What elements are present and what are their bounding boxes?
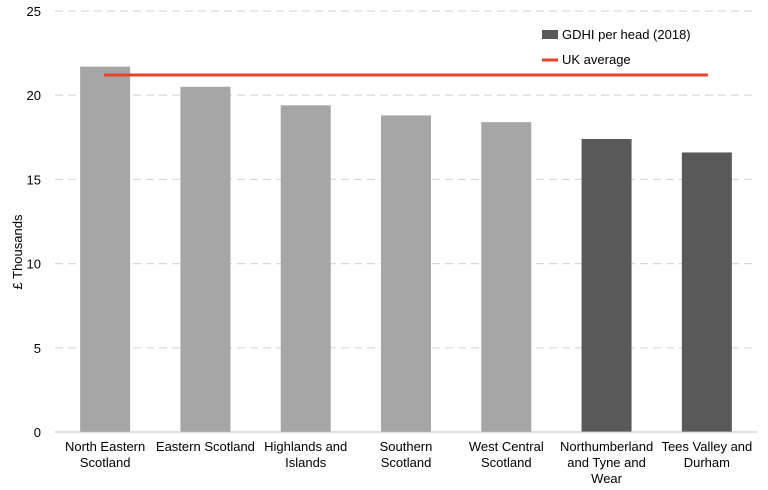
legend-label-uk-average: UK average	[562, 52, 631, 67]
bars	[80, 66, 732, 433]
x-tick-label-line: Southern	[380, 439, 433, 454]
bar	[381, 115, 431, 433]
legend-swatch-gdhi	[542, 30, 558, 39]
y-tick-labels: 0 5 10 15 20 25	[27, 4, 41, 440]
x-tick-label: Eastern Scotland	[156, 439, 255, 454]
x-tick-label: West Central Scotland	[469, 439, 544, 470]
y-axis-title: £ Thousands	[10, 214, 25, 289]
bar	[681, 152, 732, 432]
y-tick-label: 0	[34, 425, 41, 440]
x-tick-label-line: Northumberland	[560, 439, 653, 454]
y-tick-label: 15	[27, 172, 41, 187]
x-tick-label-line: Scotland	[80, 455, 131, 470]
x-tick-label: Southern Scotland	[380, 439, 433, 470]
x-tick-label-line: Eastern Scotland	[156, 439, 255, 454]
x-tick-label-line: Highlands and	[264, 439, 347, 454]
y-tick-label: 20	[27, 88, 41, 103]
x-tick-label-line: Durham	[684, 455, 730, 470]
y-tick-label: 10	[27, 257, 41, 272]
legend: GDHI per head (2018) UK average	[542, 27, 691, 67]
y-tick-label: 25	[27, 4, 41, 19]
bar	[581, 138, 632, 432]
x-tick-label-line: Scotland	[381, 455, 432, 470]
bar	[280, 105, 331, 432]
x-tick-label-line: Tees Valley and	[661, 439, 752, 454]
x-tick-label-line: North Eastern	[65, 439, 145, 454]
legend-label-gdhi: GDHI per head (2018)	[562, 27, 691, 42]
x-tick-label: Northumberland and Tyne and Wear	[560, 439, 653, 486]
bar	[180, 86, 231, 432]
x-tick-label: North Eastern Scotland	[65, 439, 145, 470]
x-tick-label: Highlands and Islands	[264, 439, 347, 470]
x-tick-label-line: and Tyne and	[567, 455, 646, 470]
bar	[481, 122, 532, 433]
bar	[80, 66, 131, 433]
x-tick-label-line: Islands	[285, 455, 327, 470]
x-tick-label: Tees Valley and Durham	[661, 439, 752, 470]
y-tick-label: 5	[34, 341, 41, 356]
x-tick-label-line: Wear	[591, 471, 622, 486]
x-tick-label-line: West Central	[469, 439, 544, 454]
x-tick-label-line: Scotland	[481, 455, 532, 470]
